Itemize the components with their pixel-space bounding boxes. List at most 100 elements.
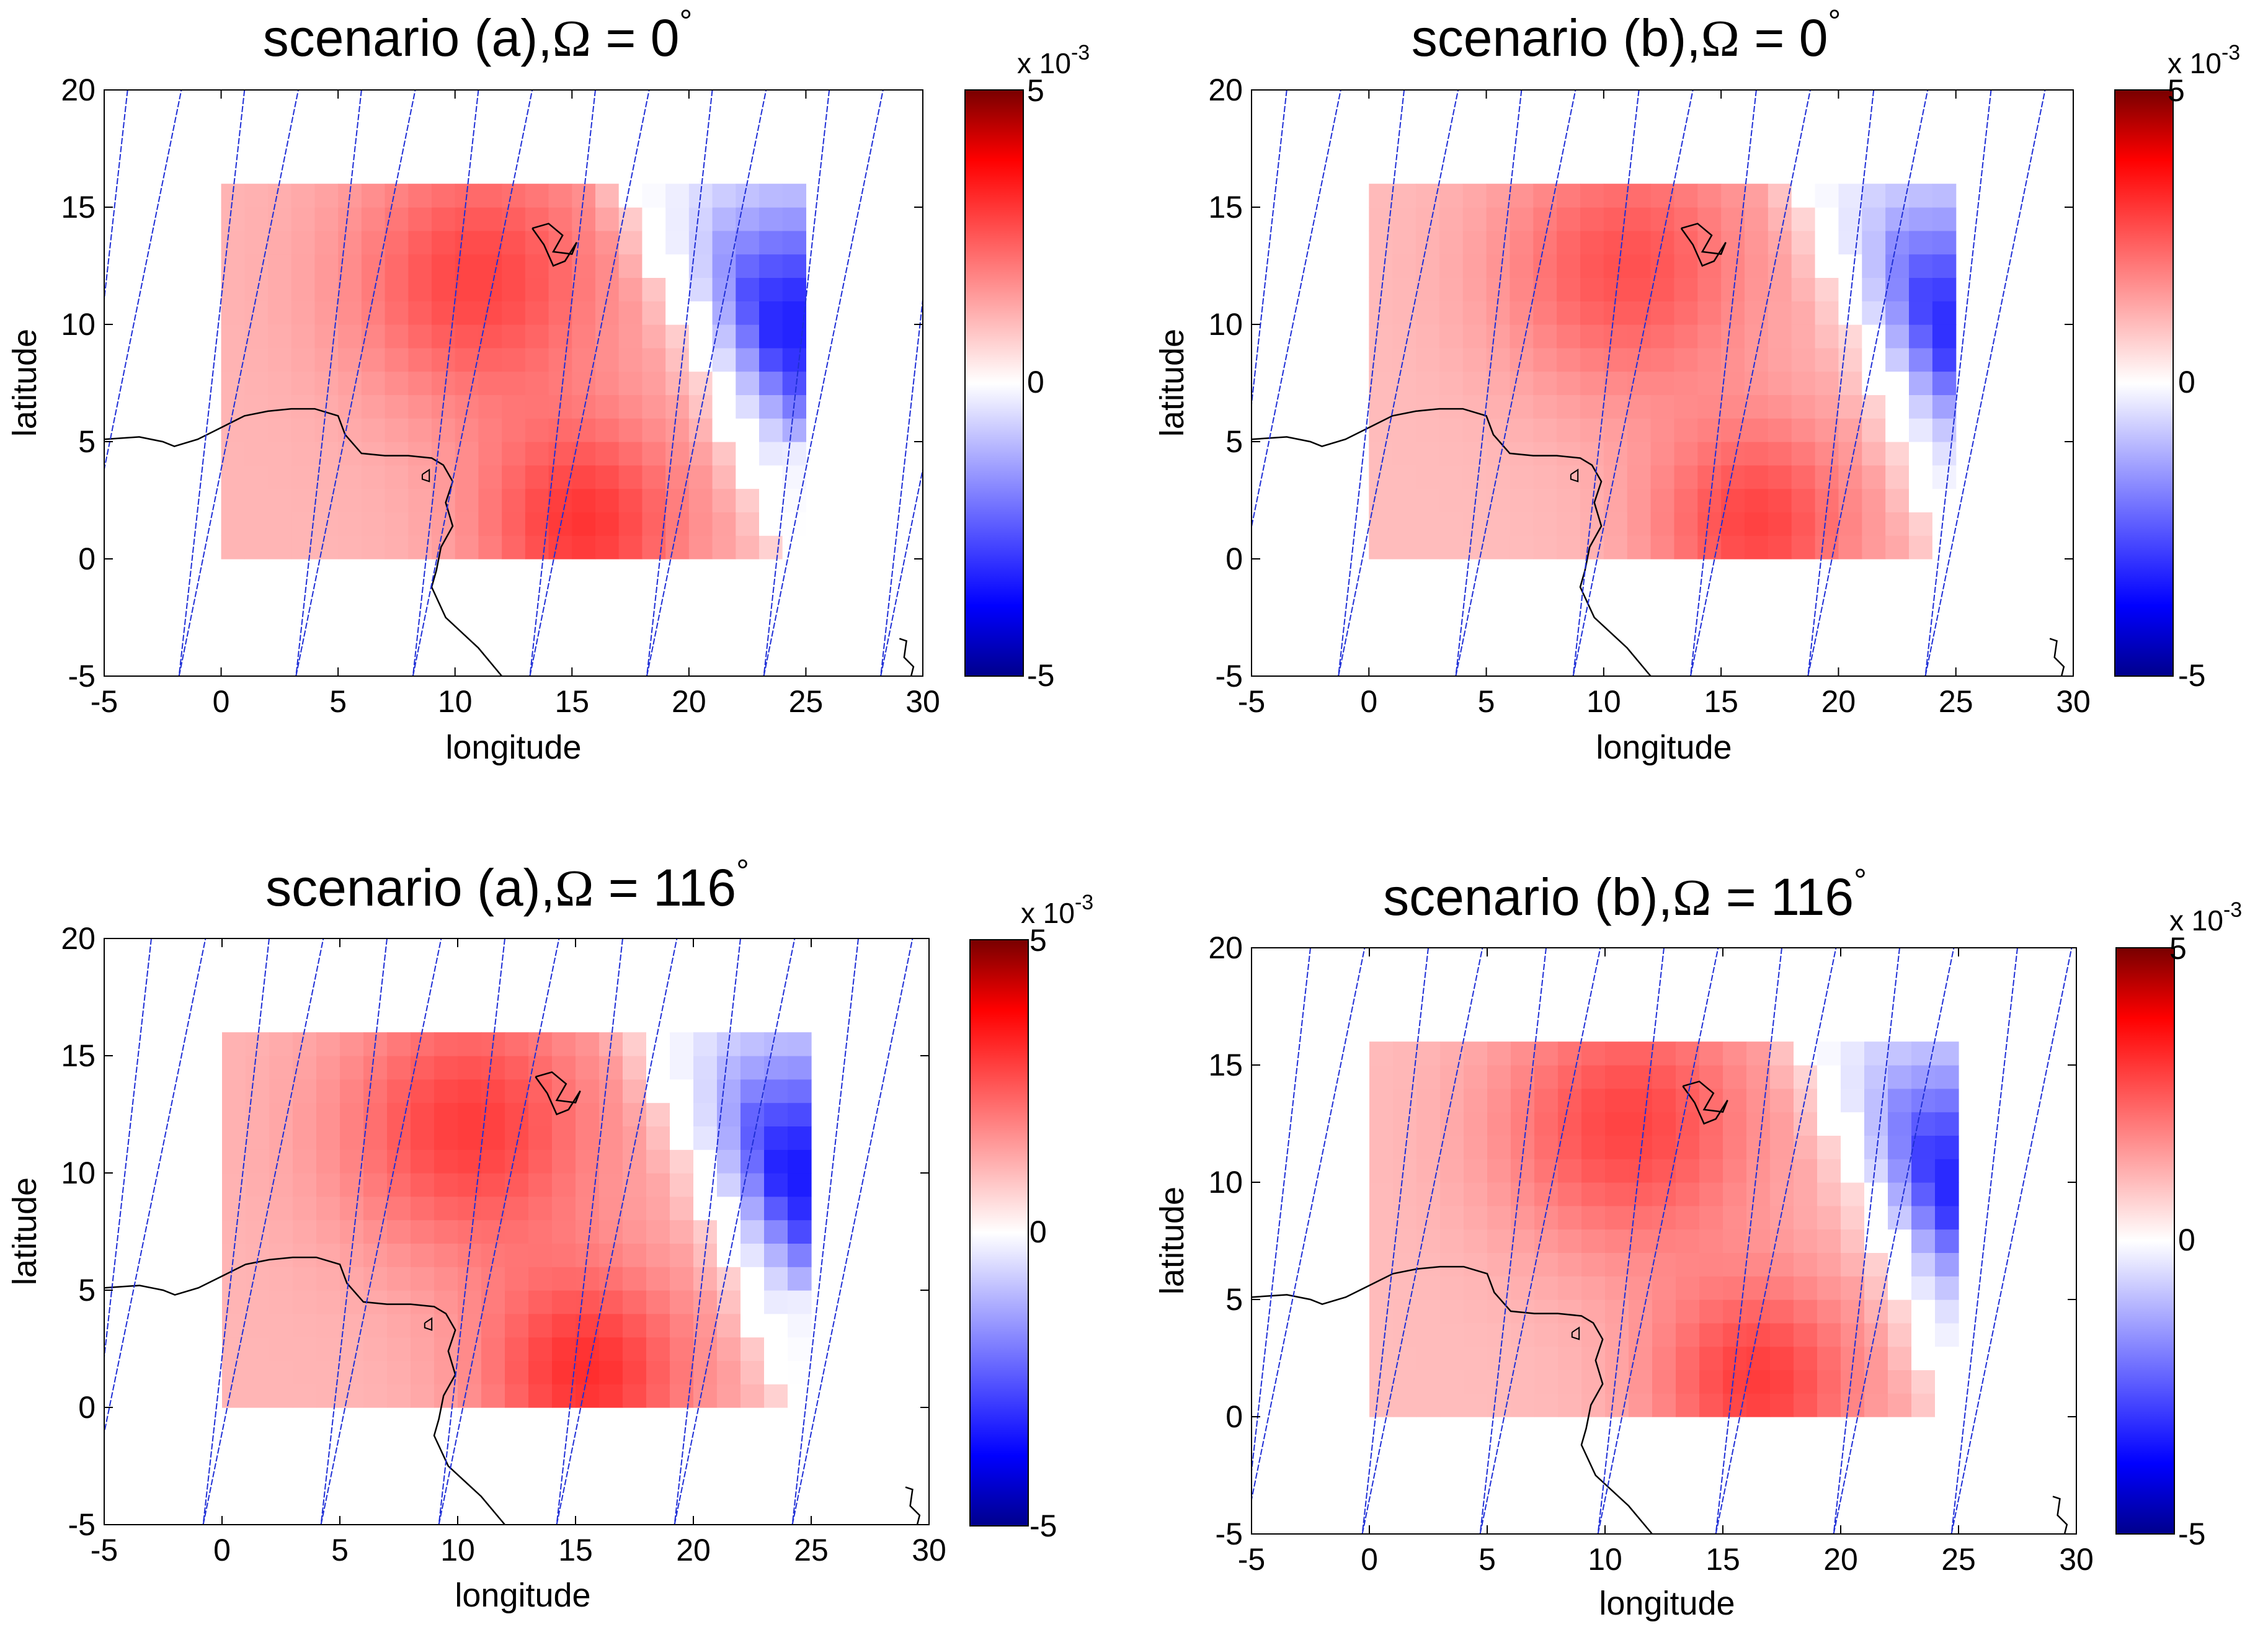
heatmap-cell [1486, 277, 1511, 301]
heatmap-cell [1674, 277, 1698, 301]
heatmap-cell [363, 1079, 388, 1103]
heatmap-cell [1581, 1229, 1606, 1253]
heatmap-cell [1697, 371, 1722, 395]
heatmap-cell [712, 394, 736, 419]
heatmap-cell [455, 254, 479, 278]
heatmap-cell [1416, 324, 1440, 349]
heatmap-cell [717, 1219, 741, 1244]
ground-tracks [1252, 948, 2073, 1534]
heatmap-cell [1416, 1299, 1441, 1324]
ground-track-line [791, 938, 859, 1525]
heatmap-cell [759, 324, 783, 349]
colorbar-tick-zero: 0 [2178, 365, 2195, 399]
heatmap-cell [528, 1313, 553, 1338]
heatmap-cell [222, 1337, 246, 1361]
heatmap-cell [1510, 418, 1534, 442]
ground-tracks [104, 90, 923, 676]
heatmap-cell [316, 1290, 340, 1314]
ground-track-line [1833, 948, 1900, 1534]
heatmap-cell [385, 207, 409, 231]
heatmap-cell [432, 277, 456, 301]
heatmap-cell [1605, 1299, 1629, 1324]
y-tick-label: 0 [78, 542, 96, 576]
heatmap-cell [1768, 324, 1792, 349]
y-axis-label: latitude [6, 329, 43, 437]
heatmap-cell [1862, 184, 1886, 208]
heatmap-cell [505, 1196, 529, 1221]
heatmap-cell [1558, 1205, 1582, 1230]
x-tick-label: 10 [438, 684, 473, 719]
ground-track-line [1338, 90, 1405, 676]
heatmap-cell [291, 442, 316, 466]
heatmap-cell [316, 1360, 340, 1384]
heatmap-cell [1745, 394, 1769, 419]
heatmap-cell [1581, 1065, 1606, 1089]
heatmap-cell [788, 1219, 812, 1244]
heatmap-cell [618, 254, 643, 278]
heatmap-cell [1603, 184, 1628, 208]
heatmap-cell [788, 1313, 812, 1338]
heatmap-cell [646, 1032, 670, 1056]
heatmap-cell [1393, 1299, 1417, 1324]
heatmap-cell [1768, 394, 1792, 419]
heatmap-cell [316, 1149, 340, 1174]
heatmap-cell [1580, 277, 1604, 301]
ground-track-line [1597, 948, 1719, 1534]
heatmap-cell [1888, 1065, 1912, 1089]
heatmap-cell [1533, 418, 1557, 442]
heatmap-cell [740, 1360, 765, 1384]
heatmap-cell [1864, 1229, 1888, 1253]
coastline [1251, 1265, 1653, 1535]
heatmap-cell [1911, 1088, 1936, 1113]
heatmap-cell [623, 1267, 647, 1291]
heatmap-cell [244, 371, 269, 395]
heatmap-cell [1534, 1088, 1559, 1113]
heatmap-cell [1487, 1088, 1511, 1113]
heatmap-cell [432, 442, 456, 466]
heatmap-cell [1935, 1205, 1959, 1230]
ground-track-line [1572, 90, 1640, 676]
heatmap-cell [1676, 1229, 1700, 1253]
heatmap-cell [642, 277, 666, 301]
heatmap-cell [525, 254, 549, 278]
heatmap-cell [576, 1102, 600, 1126]
heatmap-cell [764, 1267, 788, 1291]
panel-title: scenario (a),Ω = 0° [263, 4, 693, 68]
heatmap-cell [1652, 1299, 1676, 1324]
heatmap-cell [1935, 1088, 1959, 1113]
heatmap-cell [1534, 1322, 1559, 1347]
heatmap-cell [1791, 488, 1816, 512]
heatmap-cell [481, 1313, 505, 1338]
heatmap-cell [269, 1126, 293, 1150]
heatmap-cell [1462, 301, 1487, 325]
heatmap-cell [411, 1079, 435, 1103]
heatmap-cell [432, 371, 456, 395]
heatmap-cell [1416, 184, 1440, 208]
heatmap-cell [618, 301, 643, 325]
heatmap-cell [505, 1219, 529, 1244]
heatmap-cell [387, 1079, 411, 1103]
heatmap-cell [1652, 1159, 1676, 1183]
heatmap-cell [1791, 535, 1816, 559]
heatmap-cell [387, 1313, 411, 1338]
x-tick-label: 20 [672, 684, 706, 719]
heatmap-cell [1838, 184, 1862, 208]
heatmap-cell [1770, 1370, 1794, 1394]
heatmap-cell [1652, 1065, 1676, 1089]
heatmap-cell [1864, 1112, 1888, 1136]
heatmap-cell [759, 512, 783, 536]
heatmap-cell [759, 207, 783, 231]
heatmap-cell [1652, 1370, 1676, 1394]
heatmap-cell [338, 418, 362, 442]
heatmap-cell [552, 1149, 576, 1174]
heatmap-cell [1416, 1182, 1441, 1206]
heatmap-cell [387, 1056, 411, 1080]
heatmap-cell [314, 254, 339, 278]
ground-track-line [104, 938, 207, 1436]
heatmap-cell [1723, 1182, 1747, 1206]
heatmap-cell [316, 1102, 340, 1126]
heatmap-cell [1699, 1346, 1723, 1370]
heatmap-cell [1629, 1159, 1653, 1183]
heatmap-cell [1676, 1346, 1700, 1370]
heatmap-cell [782, 184, 807, 208]
